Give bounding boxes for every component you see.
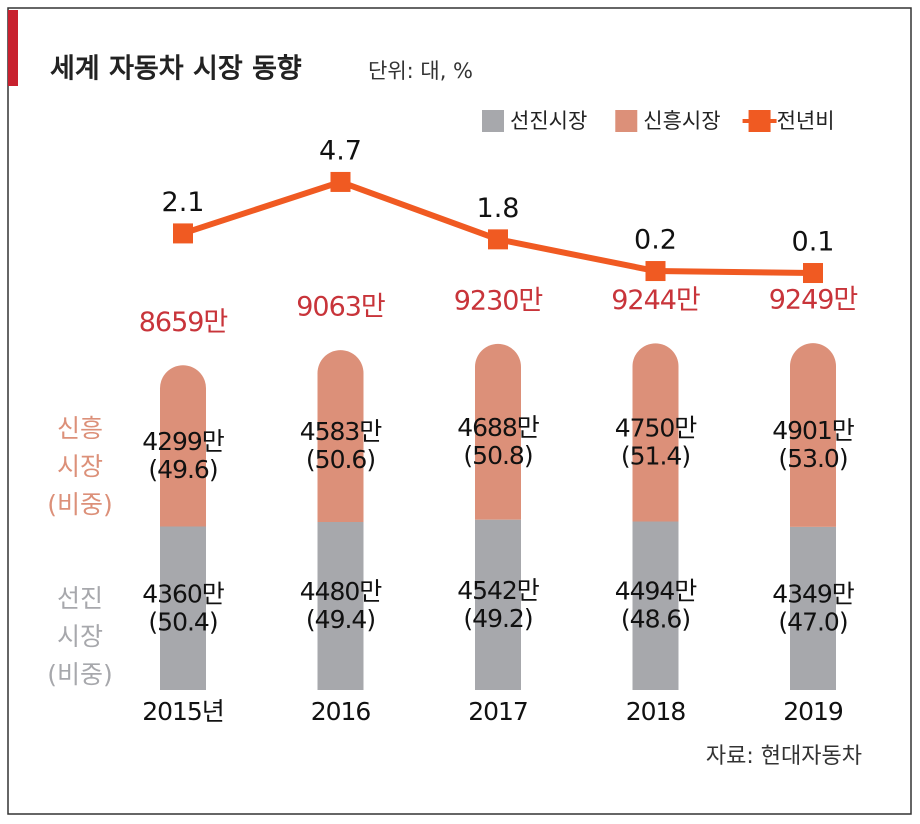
- side-label: (비중): [47, 490, 113, 519]
- bar-segment: [317, 522, 364, 690]
- line-marker: [488, 229, 508, 250]
- source: 자료: 현대자동차: [706, 744, 862, 769]
- side-label: 선진: [57, 584, 103, 613]
- legend-swatch-line: [742, 119, 777, 123]
- legend-label: 선진시장: [510, 109, 587, 133]
- bar-segment: [475, 519, 521, 690]
- total-label: 8659만: [139, 307, 228, 338]
- value-label: 4750만: [615, 413, 698, 442]
- legend-label: 신흥시장: [643, 109, 720, 133]
- bar-segment: [632, 521, 679, 690]
- share-label: (47.0): [778, 607, 847, 636]
- x-tick-label: 2017: [468, 697, 528, 726]
- x-tick-label: 2018: [626, 697, 686, 726]
- value-label: 4494만: [615, 577, 698, 606]
- side-label: 시장: [57, 452, 103, 481]
- chart-title: 세계 자동차 시장 동향: [50, 54, 302, 85]
- share-label: (49.2): [463, 604, 532, 633]
- share-label: (50.6): [306, 445, 375, 474]
- x-tick-label: 2016: [311, 697, 371, 726]
- value-label: 4688만: [457, 413, 540, 442]
- total-label: 9230만: [454, 285, 543, 316]
- value-label: 4542만: [457, 576, 540, 605]
- total-label: 9244만: [611, 285, 700, 316]
- line-value-label: 4.7: [319, 135, 362, 166]
- side-label: (비중): [47, 660, 113, 689]
- bar-segment: [160, 365, 206, 527]
- frame: [7, 7, 912, 815]
- share-label: (48.6): [621, 605, 690, 634]
- legend-label: 전년비: [777, 109, 835, 133]
- line-value-label: 0.2: [634, 225, 677, 256]
- value-label: 4360만: [142, 579, 225, 608]
- bar-segment: [317, 350, 364, 522]
- bar-segment: [790, 343, 836, 527]
- legend-swatch: [482, 110, 504, 132]
- line-marker: [330, 171, 351, 192]
- share-label: (50.8): [463, 441, 532, 470]
- value-label: 4480만: [300, 577, 383, 606]
- total-label: 9063만: [296, 292, 385, 323]
- share-label: (50.4): [148, 607, 217, 636]
- line-value-label: 1.8: [477, 193, 520, 224]
- line-marker: [803, 263, 823, 284]
- bar-segment: [790, 526, 836, 690]
- value-label: 4901만: [772, 416, 855, 445]
- share-label: (49.6): [148, 455, 217, 484]
- side-label: 시장: [57, 622, 103, 651]
- bar-segment: [632, 343, 679, 522]
- x-tick-label: 2015년: [142, 697, 224, 726]
- side-label: 신흥: [57, 414, 103, 443]
- total-label: 9249만: [769, 285, 858, 316]
- accent-bar: [8, 10, 18, 86]
- line-marker: [645, 261, 666, 282]
- share-label: (49.4): [306, 605, 375, 634]
- line-marker: [173, 223, 193, 244]
- line-value-label: 0.1: [792, 227, 835, 258]
- legend-swatch: [615, 110, 638, 132]
- line-value-label: 2.1: [162, 187, 205, 218]
- bar-segment: [160, 526, 206, 690]
- chart-subtitle: 단위: 대, %: [368, 59, 473, 83]
- x-tick-label: 2019: [783, 697, 843, 726]
- bar-segment: [475, 343, 521, 520]
- share-label: (51.4): [621, 441, 690, 470]
- value-label: 4299만: [142, 427, 225, 456]
- value-label: 4583만: [300, 417, 383, 446]
- share-label: (53.0): [778, 444, 847, 473]
- value-label: 4349만: [772, 579, 855, 608]
